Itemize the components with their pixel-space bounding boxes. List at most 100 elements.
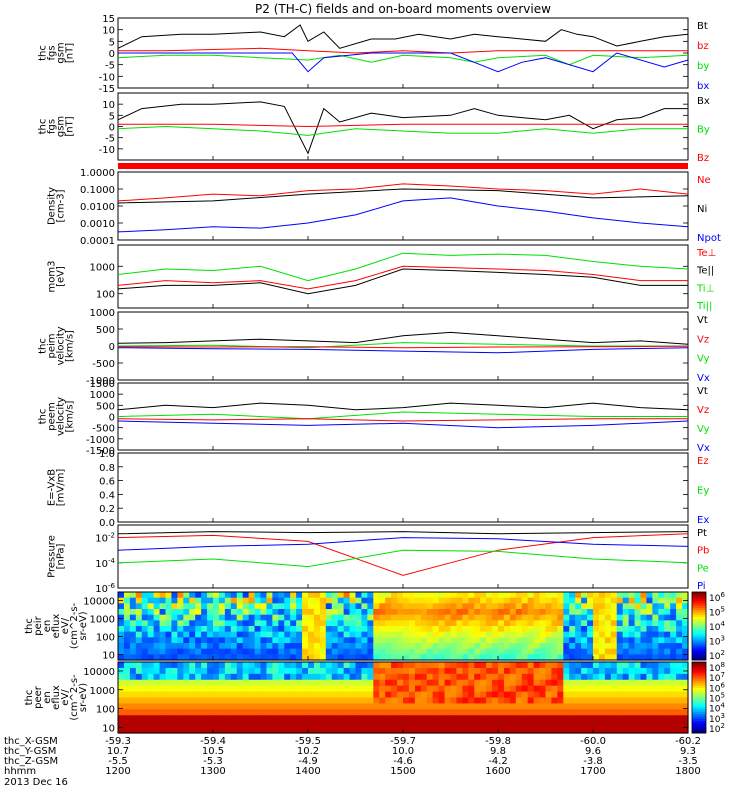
heatmap-cell [563,643,570,650]
heatmap-cell [503,597,511,604]
heatmap-cell [539,697,547,705]
heatmap-cell [587,592,594,599]
heatmap-cell [557,721,564,728]
heatmap-cell [533,626,541,633]
x-row-label-thc_Z-GSM: thc_Z-GSM [4,756,58,767]
heatmap-cell [183,597,190,604]
heatmap-cell [503,637,511,644]
heatmap-cell [313,643,321,650]
heatmap-cell [355,603,363,610]
colorbar-step [692,678,706,682]
colorbar-step [692,688,706,691]
heatmap-cell [189,667,196,675]
heatmap-cell [153,620,161,627]
heatmap-cell [141,648,149,655]
heatmap-cell [658,654,665,661]
heatmap-cell [515,679,523,687]
x-tick-label: 9.6 [585,746,601,757]
heatmap-cell [325,637,333,644]
heatmap-cell [355,597,363,604]
heatmap-cell [468,685,475,693]
heatmap-cell [224,727,232,734]
y-tick-label: -1000 [86,435,115,446]
heatmap-cell [349,648,357,655]
heatmap-cell [183,631,190,638]
heatmap-cell [468,691,475,699]
heatmap-cell [183,662,190,669]
heatmap-cell [569,667,576,675]
heatmap-cell [391,691,398,699]
series-fgs-gsm-Bt [117,24,689,49]
heatmap-cell [533,637,541,644]
heatmap-cell [515,597,523,604]
heatmap-cell [670,667,677,675]
heatmap-cell [634,654,642,661]
heatmap-cell [183,637,190,644]
heatmap-cell [165,691,173,699]
heatmap-cell [129,679,137,687]
heatmap-cell [313,631,321,638]
heatmap-cell [218,667,226,675]
heatmap-cell [254,685,262,693]
heatmap-cell [420,691,428,699]
heatmap-cell [171,643,178,650]
heatmap-cell [557,691,564,699]
heatmap-cell [355,592,363,599]
heatmap-cell [474,673,481,681]
heatmap-cell [604,637,612,644]
heatmap-cell [349,691,357,699]
x-tick-label: -59.3 [105,736,131,747]
heatmap-cell [296,597,303,604]
heatmap-cell [308,679,315,687]
heatmap-cell [480,592,487,599]
heatmap-cell [248,643,256,650]
heatmap-cell [670,727,677,734]
heatmap-cell [426,637,434,644]
heatmap-cell [224,662,232,669]
panel-efield-ylabel: E=-VxB[mV/m] [47,469,67,507]
ylabel-line: [km/s] [65,330,76,362]
heatmap-cell [533,697,541,705]
heatmap-cell [391,626,398,633]
heatmap-cell [593,662,600,669]
heatmap-cell [308,727,315,734]
heatmap-cell [414,626,422,633]
heatmap-cell [486,715,493,722]
heatmap-cell [284,620,291,627]
heatmap-cell [474,648,481,655]
colorbar-frame [691,661,707,734]
heatmap-cell [278,637,285,644]
heatmap-cell [426,643,434,650]
heatmap-cell [236,603,244,610]
heatmap-cell [563,654,570,661]
y-tick-label: 100 [96,705,115,716]
heatmap-cell [153,614,161,621]
heatmap-cell [545,648,553,655]
heatmap-cell [248,697,256,705]
heatmap-cell [385,654,392,661]
heatmap-cell [640,697,648,705]
heatmap-cell [539,654,547,661]
heatmap-cell [391,637,398,644]
heatmap-cell [622,631,630,638]
heatmap-cell [640,643,648,650]
heatmap-cell [527,727,535,734]
ylabel-line: eflux [51,685,62,710]
colorbar-step [692,644,706,647]
heatmap-cell [444,697,452,705]
heatmap-cell [266,637,273,644]
heatmap-cell [337,603,345,610]
heatmap-cell [622,727,630,734]
heatmap-cell [444,603,452,610]
heatmap-cell [153,609,161,616]
heatmap-cell [385,721,392,728]
heatmap-cell [242,662,250,669]
heatmap-cell [373,631,380,638]
heatmap-cell [593,631,600,638]
heatmap-cell [498,597,505,604]
heatmap-cell [141,715,149,722]
heatmap-cell [628,691,636,699]
heatmap-cell [414,597,422,604]
heatmap-cell [563,597,570,604]
y-tick-label: 1000 [90,308,115,319]
